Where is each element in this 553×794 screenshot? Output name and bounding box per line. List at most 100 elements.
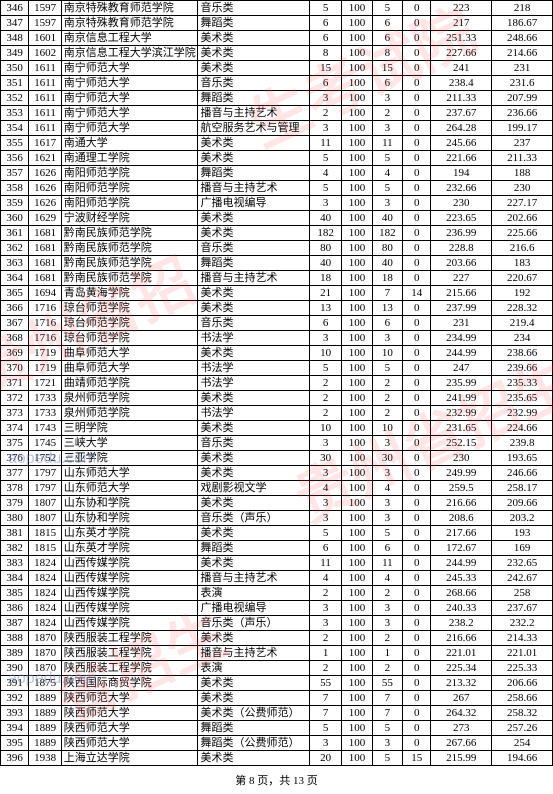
cell: 1719: [29, 346, 61, 361]
cell: 美术类: [198, 346, 309, 361]
cell: 1597: [29, 16, 61, 31]
cell: 371: [1, 376, 29, 391]
cell: 南宁师范大学: [61, 121, 198, 136]
cell: 1889: [29, 691, 61, 706]
cell: 203.66: [431, 256, 492, 271]
cell: 237.99: [431, 301, 492, 316]
cell: 航空服务艺术与管理: [198, 121, 309, 136]
cell: 219.4: [492, 316, 553, 331]
cell: 0: [403, 541, 431, 556]
cell: 3: [309, 511, 341, 526]
cell: 6: [372, 316, 402, 331]
cell: 21: [309, 286, 341, 301]
cell: 100: [342, 391, 372, 406]
cell: 琼台师范学院: [61, 316, 198, 331]
cell: 美术类: [198, 31, 309, 46]
cell: 215.99: [431, 751, 492, 766]
cell: 1745: [29, 436, 61, 451]
cell: 100: [342, 76, 372, 91]
cell: 381: [1, 526, 29, 541]
cell: 1721: [29, 376, 61, 391]
cell: 广播电视编导: [198, 601, 309, 616]
cell: 戏剧影视文学: [198, 481, 309, 496]
cell: 6: [372, 541, 402, 556]
table-row: 3481601南京信息工程大学美术类610060251.33248.66: [1, 31, 553, 46]
cell: 192: [492, 286, 553, 301]
cell: 224.66: [492, 421, 553, 436]
cell: 231.6: [492, 76, 553, 91]
cell: 0: [403, 406, 431, 421]
cell: 238.66: [492, 346, 553, 361]
cell: 1824: [29, 556, 61, 571]
table-row: 3851824山西传媒学院表演210020268.66258: [1, 586, 553, 601]
cell: 0: [403, 721, 431, 736]
cell: 4: [309, 166, 341, 181]
cell: 0: [403, 91, 431, 106]
cell: 1626: [29, 196, 61, 211]
cell: 7: [309, 691, 341, 706]
cell: 248.66: [492, 31, 553, 46]
cell: 1807: [29, 496, 61, 511]
cell: 美术类: [198, 286, 309, 301]
cell: 三明学院: [61, 421, 198, 436]
cell: 3: [309, 736, 341, 751]
cell: 254: [492, 736, 553, 751]
cell: 238.2: [431, 616, 492, 631]
cell: 播音与主持艺术: [198, 646, 309, 661]
table-row: 3841824山西传媒学院播音与主持艺术410040245.33242.67: [1, 571, 553, 586]
cell: 三峡大学: [61, 436, 198, 451]
cell: 228.32: [492, 301, 553, 316]
cell: 南京信息工程大学: [61, 31, 198, 46]
cell: 223.65: [431, 211, 492, 226]
cell: 230: [431, 196, 492, 211]
cell: 4: [309, 481, 341, 496]
cell: 1597: [29, 1, 61, 16]
cell: 100: [342, 301, 372, 316]
cell: 0: [403, 1, 431, 16]
cell: 泉州师范学院: [61, 391, 198, 406]
cell: 55: [372, 676, 402, 691]
cell: 183: [492, 256, 553, 271]
cell: 0: [403, 391, 431, 406]
cell: 100: [342, 436, 372, 451]
table-row: 3901870陕西服装工程学院表演210020225.34225.33: [1, 661, 553, 676]
cell: 100: [342, 346, 372, 361]
cell: 1602: [29, 46, 61, 61]
cell: 音乐类: [198, 76, 309, 91]
cell: 355: [1, 136, 29, 151]
cell: 0: [403, 346, 431, 361]
table-row: 3891870陕西服装工程学院播音与主持艺术110010221.01221.01: [1, 646, 553, 661]
table-row: 3751745三峡大学音乐类310030252.15239.8: [1, 436, 553, 451]
cell: 213.32: [431, 676, 492, 691]
cell: 356: [1, 151, 29, 166]
cell: 琼台师范学院: [61, 331, 198, 346]
cell: 348: [1, 31, 29, 46]
cell: 390: [1, 661, 29, 676]
cell: 215.66: [431, 286, 492, 301]
cell: 宁波财经学院: [61, 211, 198, 226]
cell: 230: [431, 451, 492, 466]
cell: 1815: [29, 526, 61, 541]
cell: 舞蹈类: [198, 256, 309, 271]
cell: 2: [309, 631, 341, 646]
cell: 370: [1, 361, 29, 376]
cell: 广播电视编导: [198, 196, 309, 211]
cell: 393: [1, 706, 29, 721]
cell: 美术类: [198, 691, 309, 706]
cell: 80: [309, 241, 341, 256]
cell: 209.66: [492, 496, 553, 511]
cell: 218: [492, 1, 553, 16]
cell: 5: [372, 751, 402, 766]
cell: 237: [492, 136, 553, 151]
cell: 2: [372, 376, 402, 391]
cell: 0: [403, 616, 431, 631]
cell: 1743: [29, 421, 61, 436]
table-row: 3831824山西传媒学院美术类11100110244.99232.65: [1, 556, 553, 571]
cell: 100: [342, 166, 372, 181]
cell: 267: [431, 691, 492, 706]
cell: 5: [309, 181, 341, 196]
cell: 236.66: [492, 106, 553, 121]
cell: 1681: [29, 256, 61, 271]
cell: 0: [403, 181, 431, 196]
cell: 山东英才学院: [61, 526, 198, 541]
